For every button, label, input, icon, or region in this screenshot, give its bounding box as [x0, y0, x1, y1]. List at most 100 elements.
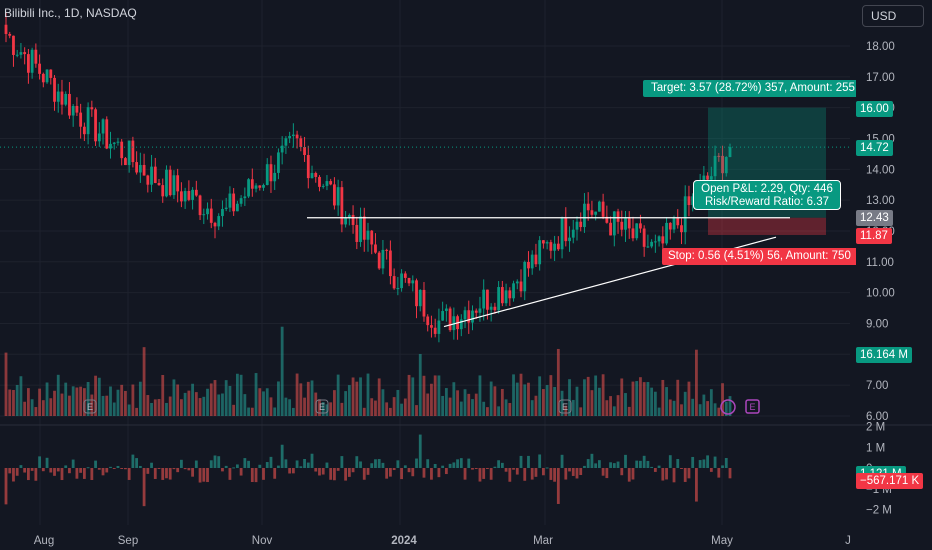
candle	[235, 200, 239, 212]
candle	[64, 91, 68, 107]
candle	[642, 225, 646, 257]
candle	[612, 211, 616, 247]
oscillator-bar	[194, 460, 198, 468]
oscillator-bar	[344, 468, 348, 481]
volume-bar	[303, 397, 306, 416]
candle	[68, 82, 71, 119]
oscillator-bar	[624, 454, 627, 468]
candle	[12, 35, 15, 67]
oscillator-bar	[142, 468, 146, 507]
oscillator-bar	[657, 465, 661, 468]
oscillator-bar	[620, 468, 624, 476]
oscillator-tick-label: −2 M	[866, 505, 892, 517]
candle	[474, 308, 478, 319]
oscillator-bar	[500, 462, 504, 468]
oscillator-bar	[127, 468, 131, 480]
oscillator-bar	[676, 459, 680, 468]
volume-bar	[639, 377, 642, 416]
currency-selector[interactable]: USD	[862, 5, 924, 27]
oscillator-bar	[575, 468, 579, 479]
volume-bar	[318, 399, 321, 416]
volume-bar	[456, 390, 459, 416]
candle	[258, 185, 262, 191]
candle	[680, 218, 683, 245]
candle	[329, 178, 333, 186]
oscillator-bar	[228, 468, 232, 480]
volume-bar	[433, 375, 437, 416]
candle	[124, 156, 127, 166]
volume-bar	[351, 377, 355, 416]
time-tick-label: Aug	[34, 535, 54, 547]
oscillator-bar	[284, 459, 288, 468]
oscillator-bar	[45, 457, 49, 468]
volume-bar	[247, 407, 250, 416]
candle	[497, 281, 501, 314]
oscillator-bar	[724, 458, 728, 468]
candle	[86, 102, 90, 145]
oscillator-bar	[299, 466, 303, 468]
candle	[691, 193, 695, 212]
volume-bar	[609, 396, 612, 416]
time-tick-label: May	[711, 535, 733, 547]
candle	[112, 141, 116, 150]
volume-bar	[482, 401, 486, 416]
volume-bar	[221, 393, 224, 416]
oscillator-bar	[418, 434, 422, 468]
candle	[381, 240, 385, 275]
candle	[374, 233, 377, 254]
oscillator-bar	[101, 468, 105, 476]
oscillator-bar	[224, 465, 228, 468]
oscillator-bar	[157, 468, 161, 469]
candle	[8, 31, 12, 39]
candle	[724, 156, 728, 177]
volume-bar	[333, 390, 336, 416]
volume-bar	[680, 404, 683, 416]
volume-bar	[430, 383, 433, 416]
oscillator-bar	[467, 458, 471, 468]
oscillator-bar	[680, 468, 683, 469]
volume-bar	[459, 401, 463, 416]
candle	[131, 136, 135, 168]
candle	[444, 304, 448, 322]
candle	[355, 216, 359, 250]
candle	[318, 175, 321, 192]
oscillator-bar	[4, 468, 8, 505]
candle	[60, 79, 64, 115]
oscillator-bar	[403, 465, 407, 468]
oscillator-tick-label: 2 M	[866, 422, 885, 434]
candle	[265, 158, 269, 186]
volume-bar	[79, 386, 83, 416]
oscillator-bar	[377, 459, 381, 468]
volume-bar	[172, 379, 176, 416]
candle	[530, 250, 534, 275]
volume-bar	[493, 386, 497, 416]
candle	[45, 69, 49, 84]
volume-bar	[448, 397, 452, 416]
oscillator-bar	[86, 467, 90, 469]
candle	[482, 279, 486, 321]
volume-bar	[377, 378, 381, 416]
open-pnl-label[interactable]: Open P&L: 2.29, Qty: 446 Risk/Reward Rat…	[693, 180, 841, 210]
volume-bar	[217, 394, 221, 416]
oscillator-bar	[71, 459, 75, 468]
volume-bar	[295, 373, 299, 416]
oscillator-bar	[191, 468, 194, 477]
volume-bar	[583, 379, 586, 416]
oscillator-bar	[355, 456, 359, 468]
volume-bar	[112, 402, 116, 416]
target-label[interactable]: Target: 3.57 (28.72%) 357, Amount: 255	[643, 80, 856, 97]
candle	[120, 139, 124, 166]
oscillator-bar	[530, 468, 534, 480]
candle	[504, 283, 508, 307]
oscillator-bar	[415, 458, 418, 468]
stop-label[interactable]: Stop: 0.56 (4.51%) 56, Amount: 750	[662, 248, 856, 265]
oscillator-bar	[381, 462, 385, 468]
volume-bar	[250, 407, 254, 416]
oscillator-bar	[426, 459, 430, 468]
volume-bar	[486, 407, 489, 416]
oscillator-bar	[165, 468, 168, 479]
volume-bar	[437, 375, 441, 416]
volume-bar	[422, 375, 426, 416]
candle	[728, 143, 732, 158]
